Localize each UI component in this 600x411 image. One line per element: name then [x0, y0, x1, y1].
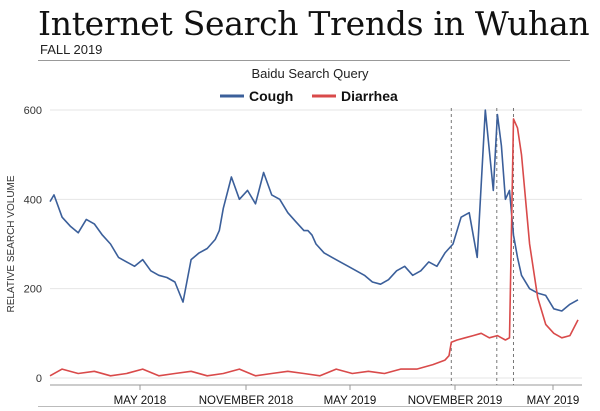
y-tick-label: 400	[24, 194, 42, 206]
y-axis-label: RELATIVE SEARCH VOLUME	[6, 175, 17, 312]
y-axis: 0 200 400 600 RELATIVE SEARCH VOLUME	[6, 105, 42, 385]
x-tick-label: MAY 2018	[114, 395, 167, 407]
x-tick-label: MAY 2019	[324, 395, 377, 407]
bottom-divider	[38, 406, 570, 407]
y-tick-label: 600	[24, 105, 42, 117]
title-divider	[38, 60, 570, 61]
legend-title: Baidu Search Query	[251, 66, 369, 81]
legend: Baidu Search Query Cough Diarrhea	[220, 66, 398, 104]
legend-label-diarrhea: Diarrhea	[341, 88, 398, 104]
legend-label-cough: Cough	[249, 88, 293, 104]
y-tick-label: 200	[24, 284, 42, 296]
x-tick-label: NOVEMBER 2019	[408, 395, 503, 407]
series-line-diarrhea	[49, 118, 579, 377]
series-lines	[49, 109, 579, 377]
x-tick-label: NOVEMBER 2018	[199, 395, 294, 407]
x-tick-label: MAY 2019	[527, 395, 580, 407]
grid	[50, 109, 582, 379]
x-axis: MAY 2018 NOVEMBER 2018 MAY 2019 NOVEMBER 20…	[50, 384, 582, 407]
y-tick-label: 0	[36, 373, 42, 385]
chart-title: Internet Search Trends in Wuhan	[38, 4, 590, 43]
chart-subtitle: FALL 2019	[40, 42, 103, 57]
series-line-cough	[49, 109, 579, 312]
